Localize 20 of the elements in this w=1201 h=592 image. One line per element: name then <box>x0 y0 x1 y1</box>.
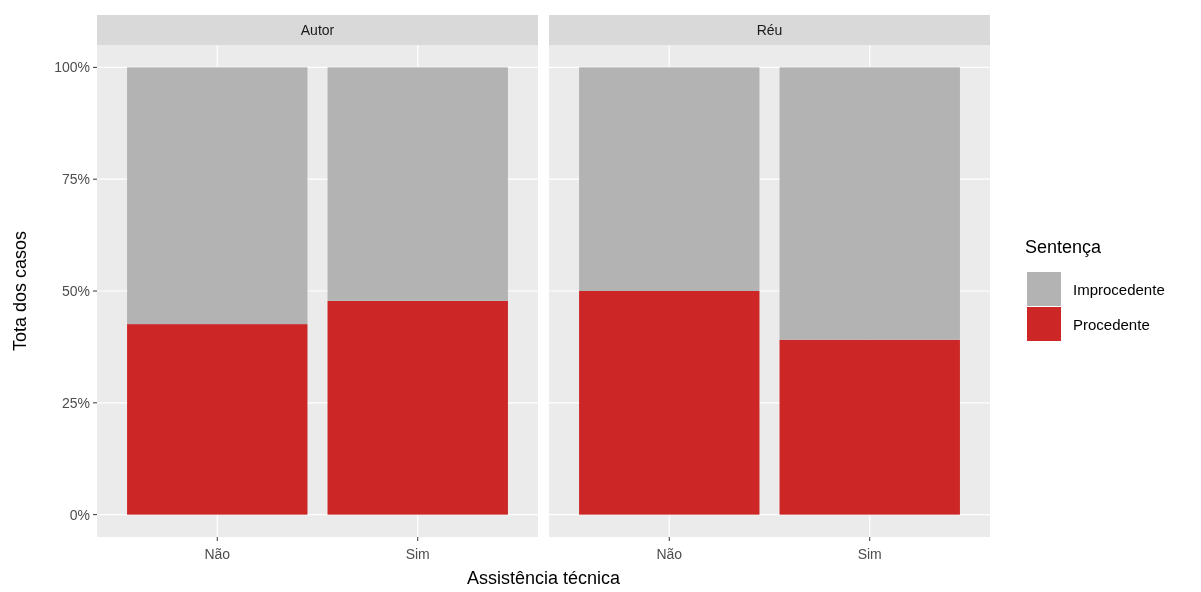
legend-title: Sentença <box>1025 237 1103 257</box>
chart-title: Réu <box>756 22 783 38</box>
legend-label: Procedente <box>1073 316 1150 333</box>
y-tick-label: 0% <box>69 506 90 523</box>
y-tick-label: 50% <box>61 283 90 299</box>
chart-title: Autor <box>300 22 335 38</box>
y-tick-label: 75% <box>61 171 90 188</box>
bar <box>127 324 308 515</box>
x-tick-label: Não <box>656 546 683 562</box>
y-axis-title: Tota dos casos <box>10 230 30 352</box>
y-tick-label: 100% <box>54 59 90 76</box>
legend-label: Improcedente <box>1073 281 1165 298</box>
y-tick-label: 25% <box>61 394 90 411</box>
x-tick-label: Não <box>204 546 231 562</box>
x-tick-label: Sim <box>405 546 430 562</box>
bar <box>327 300 508 515</box>
x-axis-title: Assistência técnica <box>466 568 622 588</box>
bar <box>327 67 508 301</box>
bar <box>127 67 308 325</box>
x-tick-label: Sim <box>857 546 882 562</box>
